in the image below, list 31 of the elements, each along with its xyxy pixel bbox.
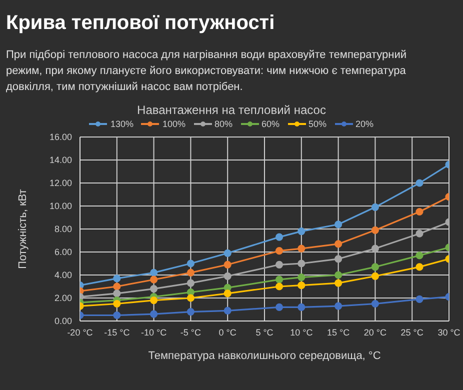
y-tick-label: 4.00: [54, 270, 72, 280]
x-tick-label: 10 °C: [290, 327, 314, 338]
y-tick-label: 6.00: [54, 247, 72, 258]
legend-label: 80%: [214, 119, 233, 129]
y-tick-label: 2.00: [54, 293, 72, 304]
y-tick-label: 16.00: [49, 132, 72, 142]
x-tick-label: -5 °C: [180, 327, 202, 338]
legend-title: Навантаження на тепловий насос: [136, 103, 327, 117]
y-tick-label: 8.00: [54, 224, 72, 234]
legend-label: 20%: [356, 119, 374, 129]
chart-title: Крива теплової потужності: [5, 11, 276, 35]
x-tick-label: 25 °C: [400, 327, 424, 338]
chart-subtitle: При підборі теплового насоса для нагрівання води враховуйте температурний режим, при якому плануєте його використовувати: чим нижчою є температура довкілля, тим потужніший насос вам потрібен.: [5, 48, 408, 95]
y-tick-label: 0.00: [54, 316, 72, 326]
x-tick-label: 15 °C: [326, 327, 350, 338]
legend-label: 130%: [110, 119, 134, 129]
x-tick-label: -10 °C: [140, 327, 168, 338]
x-tick-label: 30 °C: [438, 327, 461, 338]
y-tick-label: 10.00: [49, 201, 72, 212]
y-tick-label: 14.00: [49, 155, 72, 166]
legend-label: 100%: [162, 119, 186, 129]
x-tick-label: 5 °C: [256, 327, 274, 338]
x-tick-label: 20 °C: [364, 327, 387, 338]
y-tick-label: 12.00: [49, 178, 72, 188]
legend-label: 60%: [262, 119, 280, 129]
x-tick-label: -20 °C: [67, 327, 94, 338]
legend-label: 50%: [308, 119, 327, 129]
x-tick-label: -15 °C: [104, 327, 130, 338]
y-axis-title: Потужність, кВт: [16, 189, 29, 269]
x-tick-label: 0 °C: [218, 327, 237, 338]
x-axis-title: Температура навколишнього середовища, °C: [148, 350, 381, 362]
